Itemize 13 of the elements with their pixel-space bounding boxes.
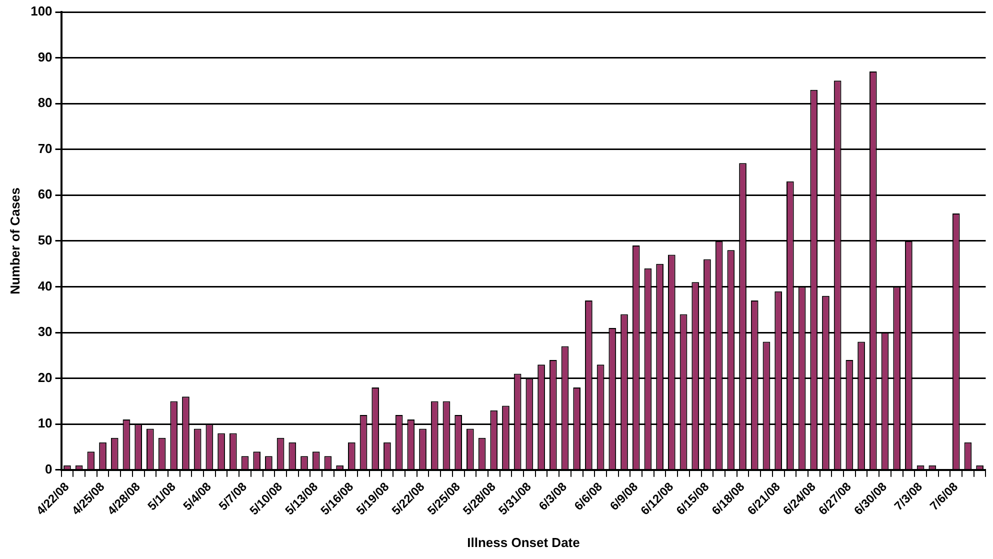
y-tick-label: 90 (38, 49, 52, 64)
y-tick-label: 70 (38, 140, 52, 156)
y-tick-label: 50 (38, 232, 52, 248)
y-tick-label: 80 (38, 95, 52, 110)
y-tick-label: 100 (30, 4, 52, 19)
y-tick-label: 40 (38, 278, 52, 294)
y-tick-label: 10 (38, 416, 52, 431)
y-axis-title: Number of Cases (7, 187, 22, 294)
x-axis-title: Illness Onset Date (467, 534, 580, 550)
y-tick-label: 20 (38, 370, 52, 385)
y-tick-label: 60 (38, 186, 52, 202)
y-tick-label: 30 (38, 324, 52, 340)
y-tick-label: 0 (45, 461, 52, 476)
